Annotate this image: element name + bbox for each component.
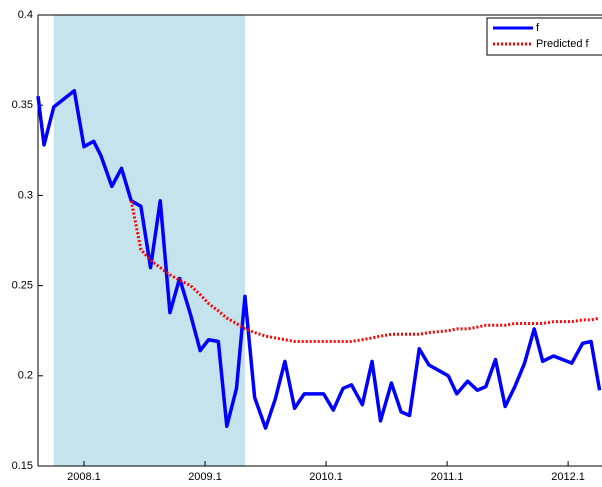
y-tick-label: 0.2 [18, 370, 33, 382]
y-tick-label: 0.25 [12, 280, 33, 292]
x-tick-label: 2012.1 [551, 471, 585, 483]
shaded-region [53, 15, 245, 466]
x-tick-label: 2008.1 [67, 471, 101, 483]
y-tick-label: 0.4 [18, 9, 33, 21]
y-tick-label: 0.35 [12, 99, 33, 111]
series-line [129, 200, 600, 344]
legend-label: f [536, 22, 540, 34]
legend-label: Predicted f [536, 38, 590, 50]
legend-box [486, 17, 602, 56]
x-tick-label: 2011.1 [431, 471, 464, 483]
y-tick-label: 0.3 [18, 189, 33, 201]
y-tick-label: 0.15 [12, 460, 33, 472]
x-tick-label: 2009.1 [188, 471, 222, 483]
x-tick-label: 2010.1 [309, 471, 343, 483]
legend: f Predicted f [486, 17, 602, 56]
